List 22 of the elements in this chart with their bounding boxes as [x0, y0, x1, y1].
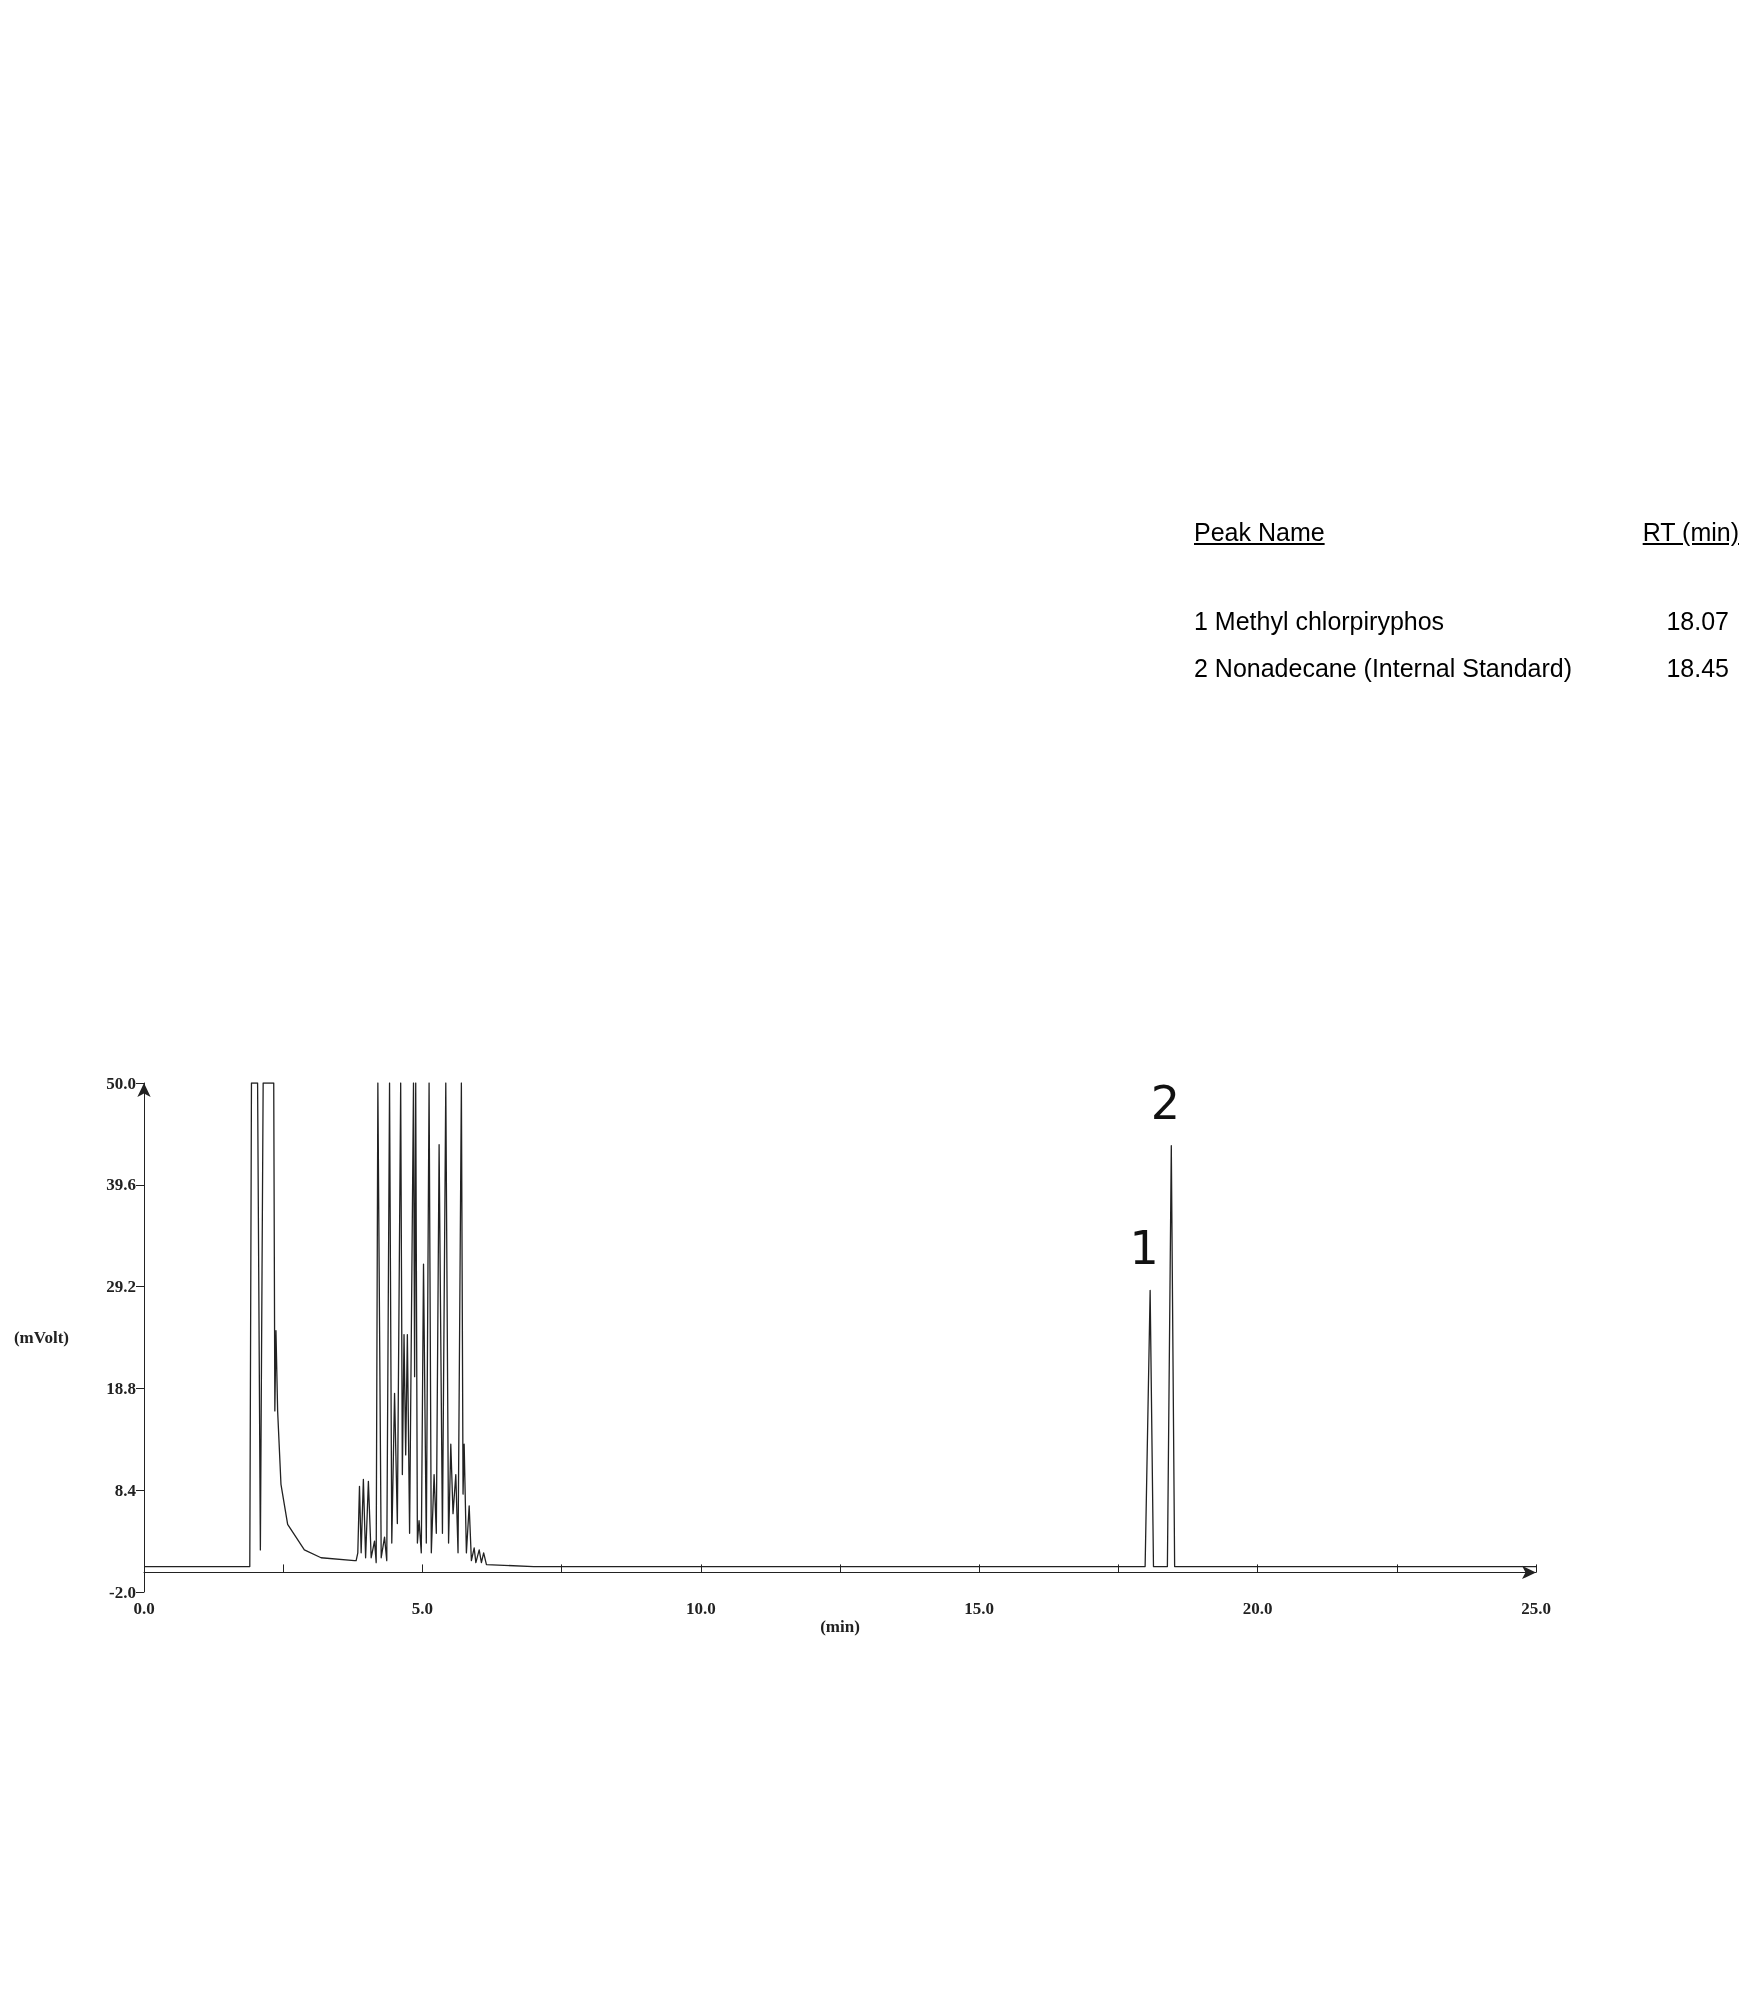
- y-tick-label: 29.2: [106, 1277, 136, 1297]
- text: Peak Name: [1194, 518, 1325, 547]
- annotation: 2: [1150, 1075, 1180, 1130]
- annotation: 1: [1129, 1220, 1159, 1275]
- text: 2 Nonadecane (Internal Standard): [1194, 654, 1573, 683]
- y-tick-label: 18.8: [106, 1378, 136, 1398]
- x-tick-label: 0.0: [133, 1599, 155, 1618]
- text: 1 Methyl chlorpiryphos: [1194, 607, 1445, 636]
- x-axis-title: (min): [820, 1616, 860, 1636]
- x-tick-label: 10.0: [685, 1599, 716, 1618]
- text: RT (min): [1642, 518, 1739, 547]
- y-tick-label: 8.4: [114, 1480, 137, 1500]
- y-tick-label: -2.0: [109, 1582, 136, 1602]
- x-tick-label: 15.0: [964, 1599, 995, 1618]
- y-tick-label: 50.0: [106, 1073, 136, 1093]
- y-tick-label: 39.6: [106, 1175, 136, 1195]
- x-tick-label: 5.0: [411, 1599, 434, 1618]
- text: 18.07: [1666, 607, 1729, 636]
- text: 18.45: [1666, 654, 1729, 683]
- y-axis-title: (mVolt): [13, 1328, 69, 1347]
- x-tick-label: 20.0: [1242, 1599, 1273, 1618]
- x-tick-label: 25.0: [1521, 1599, 1551, 1618]
